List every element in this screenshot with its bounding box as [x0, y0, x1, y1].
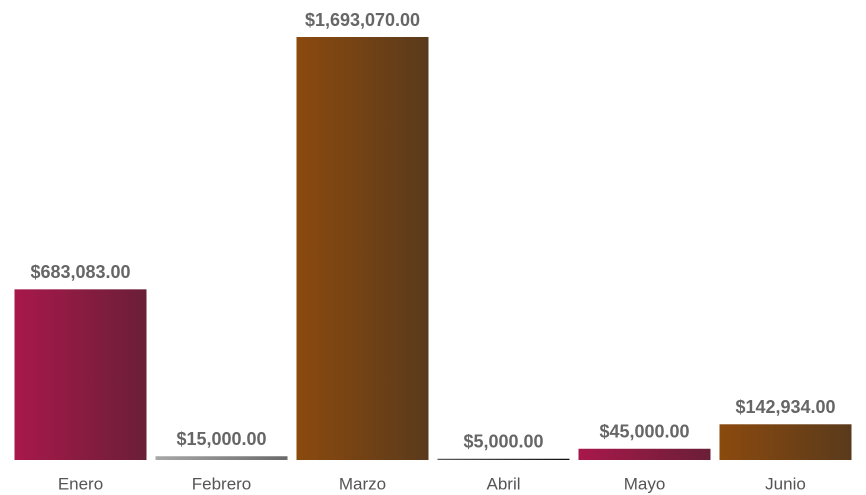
x-tick-label: Abril: [486, 474, 520, 493]
value-label: $1,693,070.00: [305, 10, 420, 30]
bar: [437, 458, 570, 460]
x-tick-label: Enero: [58, 474, 103, 493]
value-label: $683,083.00: [30, 262, 130, 282]
x-tick-label: Mayo: [624, 474, 666, 493]
bar: [14, 289, 147, 460]
value-label: $142,934.00: [735, 397, 835, 417]
value-label: $5,000.00: [463, 432, 543, 452]
bar: [296, 37, 429, 460]
x-tick-label: Febrero: [192, 474, 252, 493]
value-label: $45,000.00: [599, 422, 689, 442]
x-tick-label: Marzo: [339, 474, 386, 493]
bar: [155, 456, 288, 460]
bar: [719, 424, 852, 460]
bar: [578, 448, 711, 460]
value-label: $15,000.00: [176, 429, 266, 449]
x-tick-label: Junio: [765, 474, 806, 493]
